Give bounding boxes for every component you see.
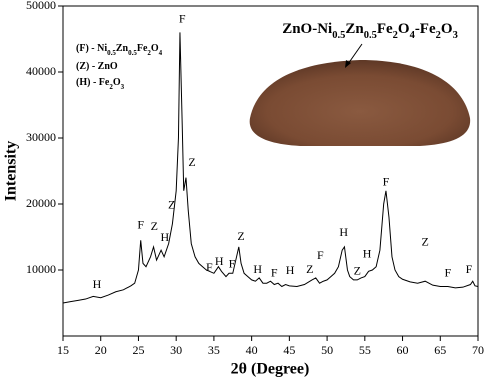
peak-label: F bbox=[444, 266, 451, 280]
y-axis-label: Intensity bbox=[3, 141, 20, 201]
peak-label: H bbox=[339, 225, 348, 239]
inset-title: ZnO-Ni0.5Zn0.5Fe2O4-Fe2O3 bbox=[282, 21, 458, 40]
x-tick-label: 65 bbox=[434, 343, 446, 357]
x-tick-label: 50 bbox=[321, 343, 333, 357]
peak-label: H bbox=[215, 254, 224, 268]
peak-label: F bbox=[271, 266, 278, 280]
peak-label: H bbox=[93, 277, 102, 291]
x-tick-label: 30 bbox=[170, 343, 182, 357]
peak-label: F bbox=[137, 218, 144, 232]
y-tick-label: 40000 bbox=[26, 64, 56, 78]
legend-item: (Z) - ZnO bbox=[76, 61, 118, 72]
x-tick-label: 40 bbox=[246, 343, 258, 357]
peak-label: H bbox=[161, 230, 170, 244]
peak-label: Z bbox=[354, 264, 361, 278]
x-tick-label: 20 bbox=[95, 343, 107, 357]
y-tick-label: 10000 bbox=[26, 262, 56, 276]
peak-label: Z bbox=[306, 262, 313, 276]
legend-item: (H) - Fe2O3 bbox=[76, 77, 125, 90]
peak-label: Z bbox=[151, 219, 158, 233]
x-tick-label: 25 bbox=[132, 343, 144, 357]
inset-arrow bbox=[347, 43, 363, 65]
y-tick-label: 20000 bbox=[26, 196, 56, 210]
y-tick-label: 50000 bbox=[26, 0, 56, 12]
x-tick-label: 55 bbox=[359, 343, 371, 357]
peak-label: F bbox=[206, 260, 213, 274]
peak-label: Z bbox=[422, 235, 429, 249]
peak-label: H bbox=[253, 262, 262, 276]
x-tick-label: 35 bbox=[208, 343, 220, 357]
peak-label: F bbox=[179, 12, 186, 26]
y-tick-label: 30000 bbox=[26, 130, 56, 144]
x-tick-label: 70 bbox=[472, 343, 484, 357]
peak-label: H bbox=[286, 263, 295, 277]
peak-label: F bbox=[383, 175, 390, 189]
powder-image bbox=[249, 60, 471, 146]
peak-label: F bbox=[229, 256, 236, 270]
peak-label: H bbox=[363, 247, 372, 261]
peak-label: F bbox=[466, 262, 473, 276]
peak-label: Z bbox=[237, 229, 244, 243]
peak-label: Z bbox=[188, 155, 195, 169]
legend-item: (F) - Ni0.5Zn0.5Fe2O4 bbox=[76, 43, 163, 56]
inset-arrowhead bbox=[345, 60, 351, 68]
x-axis-label: 2θ (Degree) bbox=[231, 361, 310, 378]
peak-label: Z bbox=[168, 198, 175, 212]
x-tick-label: 45 bbox=[283, 343, 295, 357]
peak-label: F bbox=[317, 248, 324, 262]
x-tick-label: 60 bbox=[397, 343, 409, 357]
plot-frame bbox=[62, 5, 479, 337]
x-tick-label: 15 bbox=[57, 343, 69, 357]
xrd-line bbox=[62, 32, 479, 304]
